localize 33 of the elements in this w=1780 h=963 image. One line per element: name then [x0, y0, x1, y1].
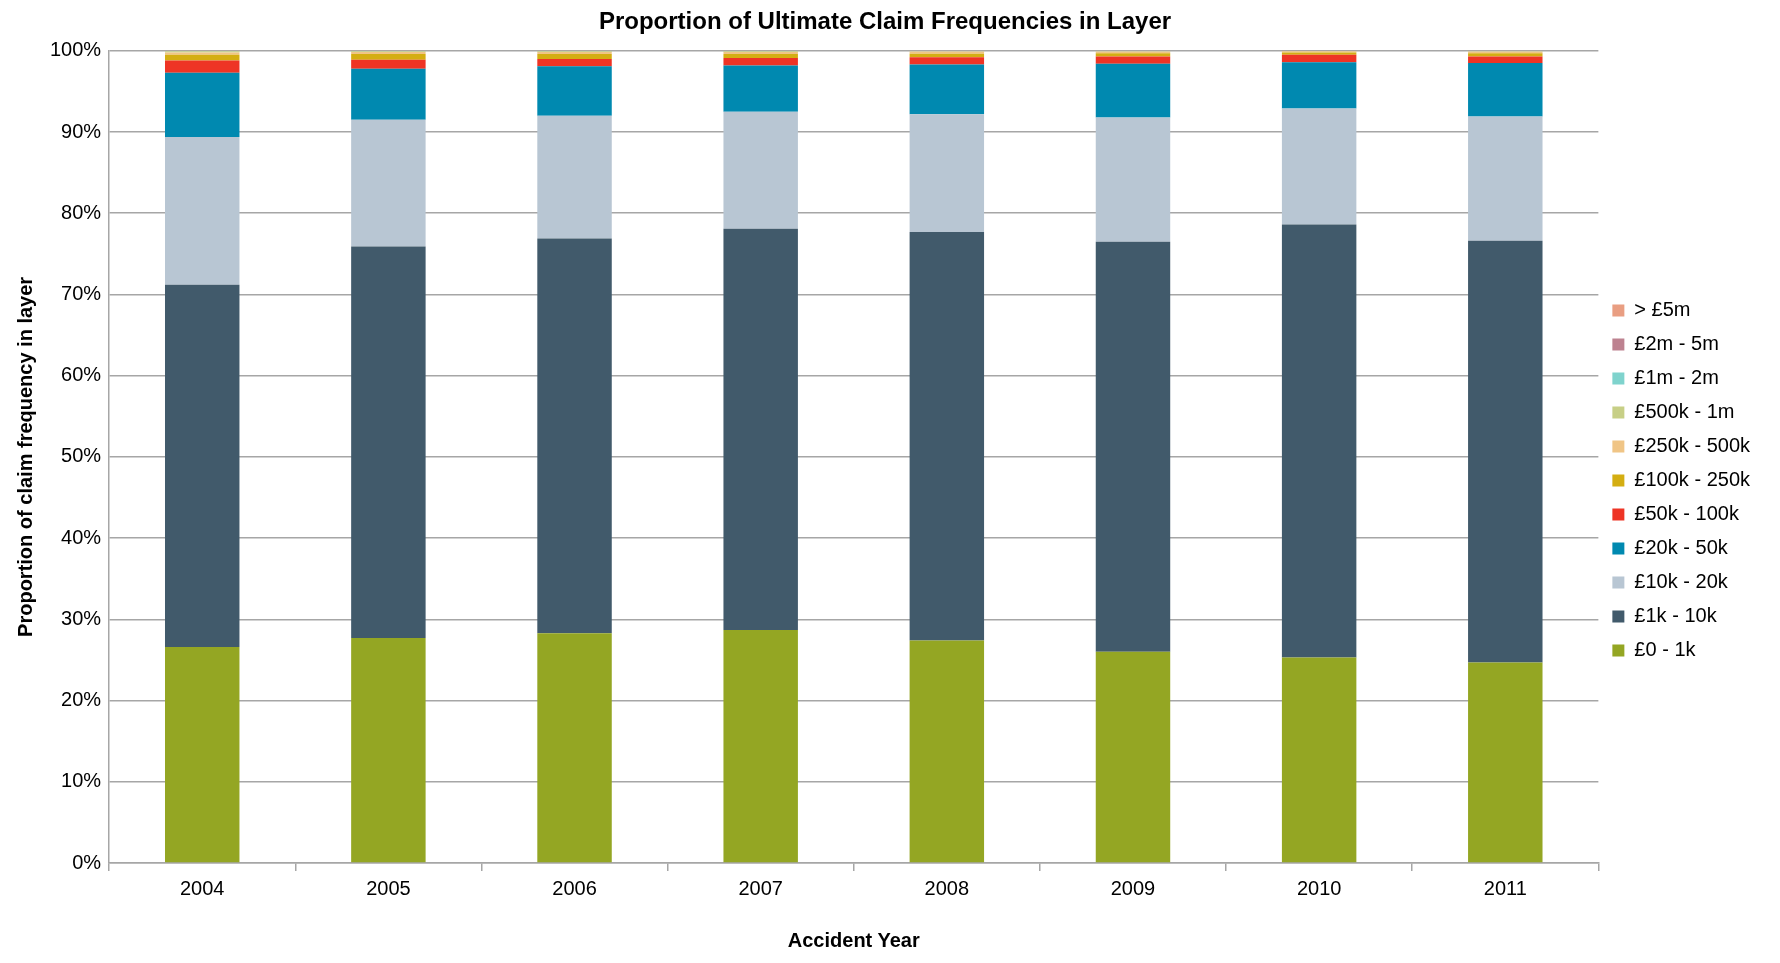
legend-label: £50k - 100k [1634, 502, 1740, 525]
legend-label: £100k - 250k [1634, 468, 1751, 491]
legend-label: > £5m [1634, 298, 1691, 321]
x-tick-label: 2004 [179, 876, 225, 899]
x-tick-label: 2006 [552, 876, 597, 899]
x-axis-title: Accident Year [787, 928, 920, 951]
y-tick-label: 30% [61, 606, 102, 629]
x-tick-label: 2007 [738, 876, 783, 899]
x-tick-label: 2010 [1296, 876, 1342, 899]
x-tick-label: 2011 [1483, 876, 1527, 899]
x-tick-label: 2008 [924, 876, 970, 899]
y-tick-label: 0% [72, 850, 102, 873]
x-tick-label: 2005 [366, 876, 411, 899]
legend-label: £20k - 50k [1634, 536, 1729, 559]
legend-label: £250k - 500k [1634, 434, 1751, 457]
legend-label: £500k - 1m [1634, 400, 1735, 423]
legend-label: £1m - 2m [1634, 366, 1719, 389]
y-tick-label: 80% [61, 200, 102, 223]
y-tick-label: 20% [61, 688, 102, 711]
y-tick-label: 70% [61, 281, 102, 304]
x-tick-label: 2009 [1110, 876, 1156, 899]
legend-label: £1k - 10k [1634, 604, 1718, 627]
y-tick-label: 90% [61, 119, 102, 142]
legend-label: £10k - 20k [1634, 570, 1729, 593]
y-tick-label: 40% [61, 525, 102, 548]
legend-label: £2m - 5m [1634, 332, 1719, 355]
chart-title: Proportion of Ultimate Claim Frequencies in Layer [598, 7, 1172, 35]
y-tick-label: 60% [61, 363, 102, 386]
y-tick-label: 50% [61, 444, 102, 467]
legend-label: £0 - 1k [1634, 638, 1697, 661]
y-axis-title: Proportion of claim frequency in layer [13, 276, 36, 637]
y-tick-label: 10% [61, 769, 102, 792]
y-tick-label: 100% [50, 38, 102, 61]
